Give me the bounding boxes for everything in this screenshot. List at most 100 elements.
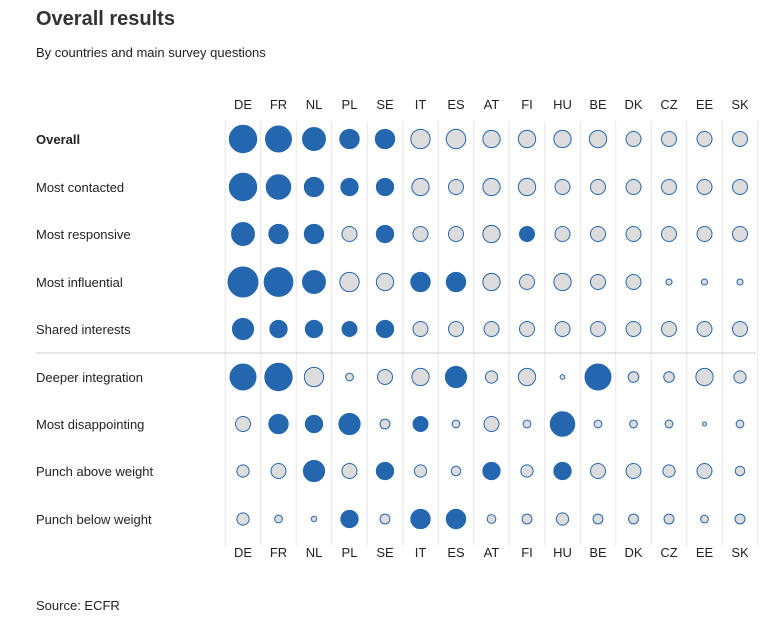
bubble-punch-above-weight-fr: [270, 463, 287, 479]
bubble-punch-below-weight-be: [592, 513, 604, 525]
bubble-punch-above-weight-fi: [520, 464, 534, 478]
bubble-most-responsive-fr: [268, 223, 289, 245]
row-label-shared-interests: Shared interests: [36, 322, 131, 337]
bubble-punch-below-weight-hu: [555, 512, 570, 526]
bubble-most-disappointing-se: [379, 418, 391, 430]
bubble-punch-above-weight-hu: [553, 461, 572, 481]
bubble-overall-se: [374, 128, 396, 150]
bubble-most-contacted-fi: [517, 177, 537, 197]
bubble-deeper-integration-fi: [517, 367, 537, 387]
bubble-most-disappointing-pl: [338, 412, 361, 436]
bubble-shared-interests-ee: [696, 321, 713, 337]
bubble-overall-sk: [732, 131, 748, 147]
row-label-most-responsive: Most responsive: [36, 227, 131, 242]
column-label-top-hu: HU: [553, 97, 572, 112]
column-label-bottom-pl: PL: [342, 545, 358, 560]
bubble-shared-interests-pl: [341, 321, 358, 337]
bubble-most-disappointing-it: [412, 416, 429, 432]
column-label-top-es: ES: [447, 97, 465, 112]
bubble-punch-below-weight-se: [379, 513, 391, 525]
bubble-shared-interests-be: [590, 321, 606, 337]
row-label-punch-above-weight: Punch above weight: [36, 464, 153, 479]
bubble-most-responsive-at: [482, 224, 501, 244]
bubble-punch-above-weight-dk: [625, 463, 642, 479]
bubble-deeper-integration-nl: [303, 366, 325, 388]
bubble-punch-below-weight-cz: [663, 513, 675, 525]
bubble-deeper-integration-de: [229, 363, 257, 391]
column-label-bottom-se: SE: [376, 545, 394, 560]
bubble-overall-fr: [265, 125, 292, 153]
column-label-bottom-sk: SK: [731, 545, 749, 560]
bubble-most-responsive-ee: [696, 226, 713, 242]
bubble-most-influential-de: [227, 266, 259, 298]
column-label-bottom-hu: HU: [553, 545, 572, 560]
bubble-most-disappointing-nl: [304, 414, 324, 434]
bubble-shared-interests-hu: [554, 321, 571, 337]
bubble-most-influential-es: [445, 271, 467, 293]
bubble-most-influential-fi: [519, 274, 535, 290]
bubble-shared-interests-fr: [269, 319, 288, 339]
bubble-most-responsive-it: [412, 226, 429, 242]
bubble-punch-above-weight-cz: [662, 464, 676, 478]
bubble-shared-interests-at: [483, 321, 500, 337]
bubble-shared-interests-nl: [304, 319, 324, 339]
bubble-deeper-integration-hu: [559, 374, 566, 380]
bubble-punch-above-weight-be: [590, 463, 606, 479]
bubble-deeper-integration-pl: [345, 372, 354, 382]
bubble-most-influential-cz: [665, 278, 673, 286]
column-label-top-dk: DK: [624, 97, 642, 112]
bubble-punch-below-weight-fi: [521, 513, 533, 525]
column-label-top-nl: NL: [306, 97, 323, 112]
bubble-most-disappointing-fi: [522, 419, 532, 429]
column-label-top-de: DE: [234, 97, 252, 112]
bubble-overall-it: [410, 128, 431, 150]
column-label-top-pl: PL: [342, 97, 358, 112]
bubble-most-contacted-pl: [340, 177, 359, 197]
bubble-shared-interests-it: [412, 321, 429, 337]
bubble-deeper-integration-se: [377, 369, 393, 385]
bubble-deeper-integration-es: [444, 365, 468, 389]
bubble-most-contacted-it: [411, 177, 430, 197]
bubble-punch-above-weight-pl: [341, 463, 358, 479]
bubble-most-contacted-dk: [625, 179, 642, 195]
bubble-punch-above-weight-it: [413, 464, 428, 478]
bubble-most-disappointing-fr: [268, 413, 289, 435]
chart-title: Overall results: [36, 8, 175, 30]
bubble-most-disappointing-at: [483, 416, 500, 432]
bubble-most-contacted-be: [590, 179, 606, 195]
bubble-punch-below-weight-dk: [628, 513, 639, 525]
column-label-bottom-nl: NL: [306, 545, 323, 560]
bubble-punch-above-weight-es: [450, 465, 462, 477]
bubble-most-responsive-es: [448, 226, 464, 242]
bubble-punch-below-weight-de: [236, 512, 250, 526]
chart-subtitle: By countries and main survey questions: [36, 45, 266, 60]
bubble-punch-above-weight-se: [375, 461, 395, 481]
bubble-overall-de: [228, 124, 258, 154]
bubble-most-disappointing-cz: [664, 419, 674, 429]
bubble-overall-fi: [517, 129, 537, 149]
bubble-punch-below-weight-sk: [734, 513, 746, 525]
bubble-most-contacted-fr: [265, 174, 292, 200]
bubble-most-contacted-se: [375, 177, 395, 197]
bubble-punch-below-weight-at: [486, 514, 497, 524]
column-label-bottom-cz: CZ: [660, 545, 677, 560]
bubble-shared-interests-sk: [732, 321, 748, 337]
bubble-most-responsive-sk: [732, 226, 748, 242]
bubble-punch-above-weight-de: [236, 464, 250, 478]
column-label-bottom-ee: EE: [696, 545, 714, 560]
bubble-most-disappointing-hu: [549, 411, 576, 437]
column-label-top-fr: FR: [270, 97, 287, 112]
row-label-most-disappointing: Most disappointing: [36, 417, 144, 432]
bubble-most-contacted-es: [448, 179, 464, 195]
bubble-deeper-integration-it: [411, 367, 430, 387]
bubble-overall-be: [588, 129, 608, 149]
bubble-punch-below-weight-ee: [700, 514, 709, 524]
column-label-top-ee: EE: [696, 97, 714, 112]
bubble-most-influential-fr: [263, 267, 294, 297]
bubble-most-responsive-dk: [625, 226, 642, 242]
bubble-deeper-integration-at: [484, 370, 499, 384]
column-label-top-se: SE: [376, 97, 394, 112]
bubble-most-contacted-ee: [696, 179, 713, 195]
bubble-punch-below-weight-fr: [274, 514, 283, 524]
bubble-deeper-integration-fr: [264, 362, 293, 392]
